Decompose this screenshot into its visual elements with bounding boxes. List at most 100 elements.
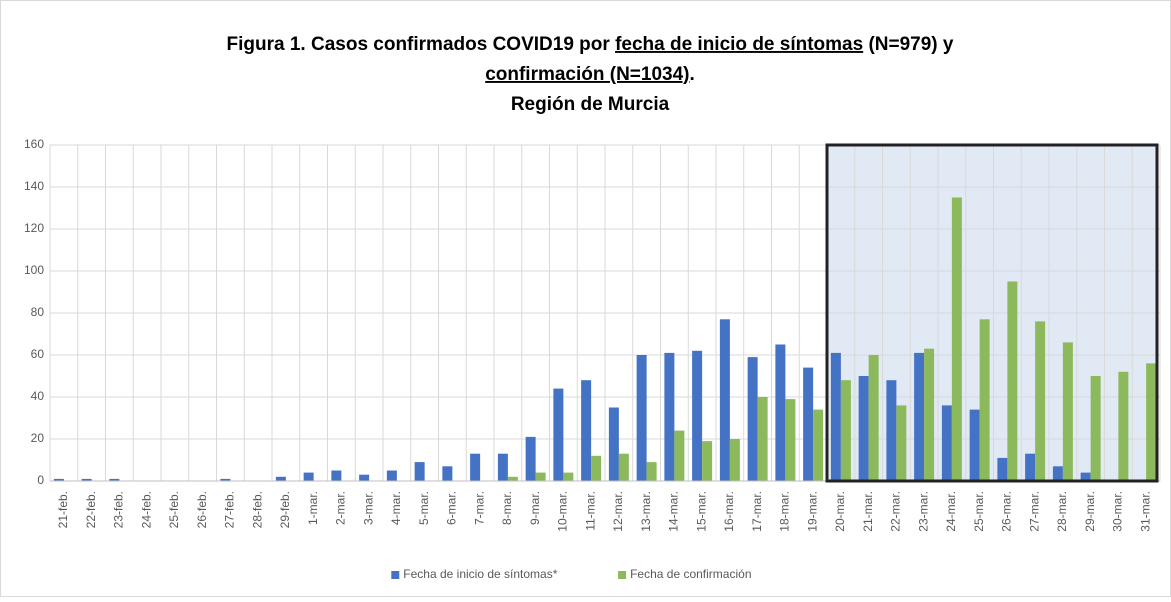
x-tick-label: 25-mar. bbox=[972, 491, 986, 532]
x-tick-label: 18-mar. bbox=[778, 491, 792, 532]
bar bbox=[81, 478, 92, 481]
bar bbox=[969, 409, 980, 481]
bar bbox=[359, 474, 370, 481]
x-tick-label: 21-feb. bbox=[56, 491, 70, 528]
y-tick-label: 0 bbox=[37, 473, 44, 487]
bar bbox=[636, 355, 647, 481]
bar bbox=[1052, 466, 1063, 481]
bar bbox=[803, 367, 814, 481]
y-tick-label: 120 bbox=[24, 221, 44, 235]
x-tick-label: 27-feb. bbox=[223, 491, 237, 528]
x-tick-label: 11-mar. bbox=[583, 491, 597, 531]
bar bbox=[109, 478, 120, 481]
bar bbox=[664, 352, 675, 481]
x-tick-label: 16-mar. bbox=[722, 491, 736, 532]
bar bbox=[813, 409, 824, 481]
bar bbox=[1062, 342, 1073, 481]
bar bbox=[1025, 453, 1036, 481]
x-tick-label: 13-mar. bbox=[639, 491, 653, 532]
x-tick-label: 1-mar. bbox=[306, 491, 320, 525]
bar bbox=[618, 453, 629, 481]
title-segment: (N=979) y bbox=[863, 34, 954, 55]
bar bbox=[951, 197, 962, 481]
bar bbox=[442, 466, 453, 481]
bar bbox=[1007, 281, 1018, 481]
bar bbox=[646, 462, 657, 481]
x-tick-label: 7-mar. bbox=[472, 491, 486, 525]
bar bbox=[729, 439, 740, 481]
bar bbox=[414, 462, 425, 481]
x-tick-label: 29-feb. bbox=[278, 491, 292, 528]
x-tick-label: 12-mar. bbox=[611, 491, 625, 532]
legend-label: Fecha de confirmación bbox=[630, 567, 751, 581]
bar bbox=[924, 348, 935, 481]
y-tick-label: 40 bbox=[31, 389, 45, 403]
title-segment: fecha de inicio de síntomas bbox=[615, 34, 863, 55]
x-tick-label: 14-mar. bbox=[667, 491, 681, 532]
x-tick-label: 21-mar. bbox=[861, 491, 875, 532]
bar bbox=[674, 430, 685, 481]
chart-title: confirmación (N=1034). bbox=[485, 64, 695, 85]
bar bbox=[896, 405, 907, 481]
bar bbox=[470, 453, 481, 481]
bar bbox=[747, 357, 758, 481]
x-tick-label: 29-mar. bbox=[1083, 491, 1097, 532]
x-tick-label: 31-mar. bbox=[1138, 491, 1152, 532]
y-tick-label: 20 bbox=[31, 431, 45, 445]
bar bbox=[997, 457, 1008, 481]
bar bbox=[535, 472, 546, 481]
bar bbox=[386, 470, 397, 481]
bar bbox=[553, 388, 564, 481]
bar bbox=[1146, 363, 1157, 481]
y-tick-label: 60 bbox=[31, 347, 45, 361]
x-tick-label: 24-feb. bbox=[139, 491, 153, 528]
bar bbox=[868, 355, 879, 481]
bar bbox=[941, 405, 952, 481]
title-segment: Figura 1. Casos confirmados COVID19 por bbox=[227, 34, 616, 55]
chart-title: Figura 1. Casos confirmados COVID19 por … bbox=[227, 34, 954, 55]
x-tick-label: 15-mar. bbox=[694, 491, 708, 532]
y-tick-label: 140 bbox=[24, 179, 44, 193]
x-tick-label: 28-mar. bbox=[1055, 491, 1069, 532]
title-segment: . bbox=[690, 64, 695, 85]
title-segment: Región de Murcia bbox=[511, 94, 670, 115]
bar bbox=[692, 350, 703, 481]
legend-swatch bbox=[391, 571, 400, 579]
y-tick-label: 100 bbox=[24, 263, 44, 277]
x-tick-label: 2-mar. bbox=[334, 491, 348, 525]
bar bbox=[886, 380, 897, 481]
x-tick-label: 26-mar. bbox=[1000, 491, 1014, 532]
bar bbox=[331, 470, 342, 481]
bar bbox=[914, 352, 925, 481]
x-tick-label: 25-feb. bbox=[167, 491, 181, 528]
bar bbox=[1090, 376, 1101, 481]
bar bbox=[497, 453, 508, 481]
x-tick-label: 6-mar. bbox=[445, 491, 459, 525]
y-tick-label: 80 bbox=[31, 305, 45, 319]
bar bbox=[303, 472, 314, 481]
bar bbox=[275, 476, 286, 481]
title-segment: confirmación (N=1034) bbox=[485, 64, 689, 85]
bar bbox=[525, 436, 536, 481]
y-tick-label: 160 bbox=[24, 137, 44, 151]
highlight-box bbox=[825, 143, 1159, 483]
bar bbox=[591, 455, 602, 481]
bar bbox=[719, 319, 730, 481]
bar bbox=[220, 478, 231, 481]
x-tick-label: 3-mar. bbox=[361, 491, 375, 525]
bar bbox=[581, 380, 592, 481]
chart-title: Región de Murcia bbox=[511, 94, 670, 115]
x-tick-label: 19-mar. bbox=[805, 491, 819, 532]
x-tick-label: 23-mar. bbox=[916, 491, 930, 532]
x-tick-label: 20-mar. bbox=[833, 491, 847, 532]
x-tick-label: 24-mar. bbox=[944, 491, 958, 532]
bar bbox=[830, 352, 841, 481]
x-tick-label: 22-feb. bbox=[84, 491, 98, 528]
bar bbox=[757, 397, 768, 481]
bar bbox=[563, 472, 574, 481]
bar bbox=[1080, 472, 1091, 481]
bar bbox=[608, 407, 619, 481]
bar bbox=[785, 399, 796, 481]
x-tick-label: 8-mar. bbox=[500, 491, 514, 525]
x-tick-label: 28-feb. bbox=[250, 491, 264, 528]
